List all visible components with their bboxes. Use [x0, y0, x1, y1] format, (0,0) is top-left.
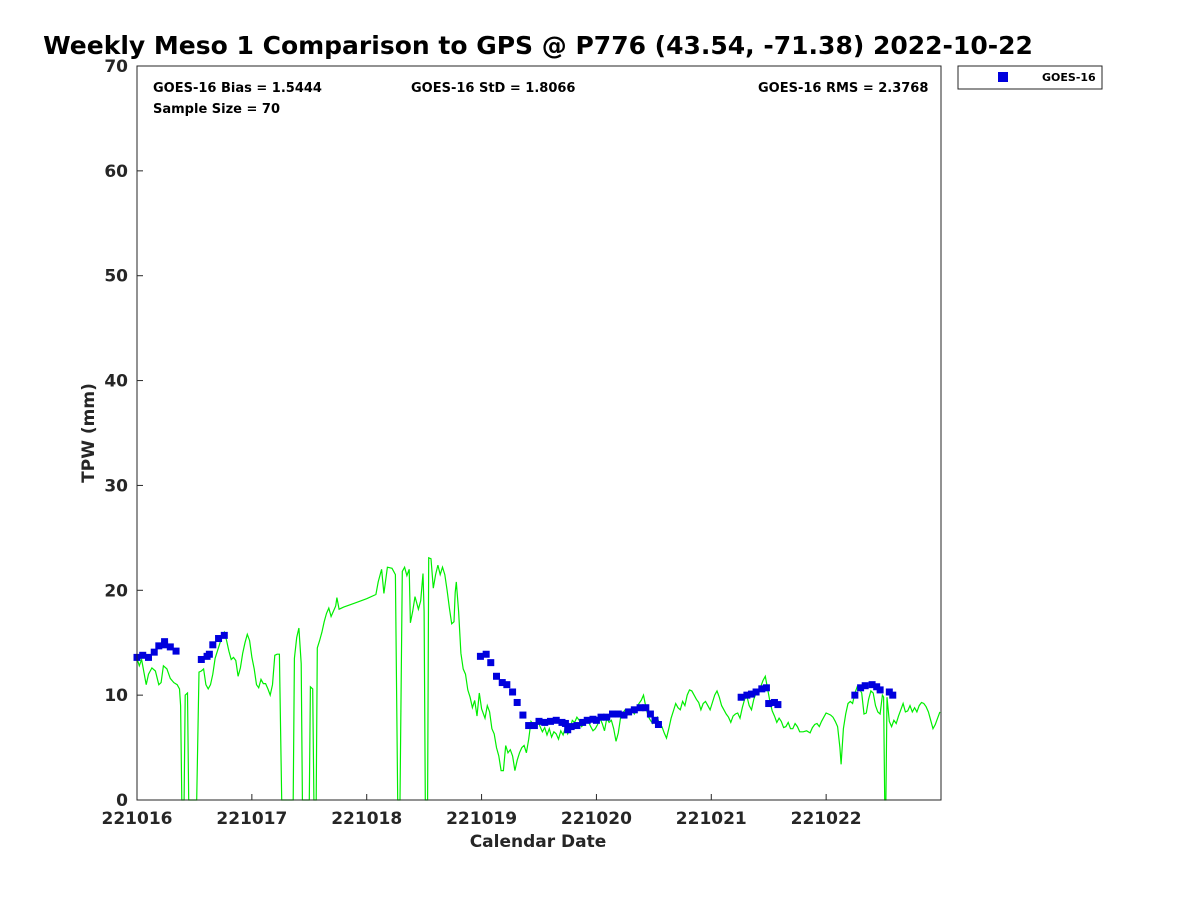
y-tick-label: 60: [104, 162, 128, 182]
goes16-point: [476, 652, 484, 660]
goes16-point: [762, 684, 770, 692]
goes16-point: [765, 700, 773, 708]
chart-title: Weekly Meso 1 Comparison to GPS @ P776 (…: [43, 31, 1033, 60]
y-axis-ticks: 0 10 20 30 40 50 60 70: [104, 57, 143, 811]
goes16-point: [552, 716, 560, 724]
goes16-point: [197, 655, 205, 663]
goes16-point: [579, 718, 587, 726]
goes16-point: [205, 650, 213, 658]
goes16-point: [642, 704, 650, 712]
goes16-point: [150, 648, 158, 656]
goes16-point: [209, 641, 217, 649]
goes16-point: [482, 650, 490, 658]
goes16-point: [857, 684, 865, 692]
y-axis-label: TPW (mm): [79, 383, 99, 483]
goes16-point: [493, 672, 501, 680]
y-tick-label: 0: [116, 791, 128, 811]
goes16-point: [654, 721, 662, 729]
goes16-point: [609, 710, 617, 718]
y-tick-label: 70: [104, 57, 128, 77]
goes16-point: [530, 722, 538, 730]
goes16-point: [603, 713, 611, 721]
x-axis-ticks: 221016 221017 221018 221019 221020 221021 2210…: [102, 794, 862, 829]
goes16-point: [220, 631, 228, 639]
goes16-point: [630, 706, 638, 714]
goes16-point: [567, 723, 575, 731]
stat-bias: GOES-16 Bias = 1.5444: [153, 81, 322, 96]
goes16-point: [498, 679, 506, 687]
goes16-point: [620, 711, 628, 719]
x-tick-label: 221022: [791, 809, 862, 829]
goes16-point: [592, 716, 600, 724]
goes16-point: [583, 716, 591, 724]
goes16-point: [758, 685, 766, 693]
goes16-point: [747, 690, 755, 698]
plot-area: [133, 65, 942, 801]
goes16-point: [166, 643, 174, 651]
goes16-point: [625, 708, 633, 716]
goes16-point: [737, 693, 745, 701]
legend: GOES-16: [957, 65, 1103, 90]
goes16-point: [889, 691, 897, 699]
goes16-point: [614, 710, 622, 718]
goes16-point: [503, 681, 511, 689]
x-tick-label: 221016: [102, 809, 173, 829]
gps-tpw-line: [136, 556, 941, 801]
goes16-point: [561, 719, 569, 727]
goes16-point: [509, 688, 517, 696]
goes16-point: [651, 716, 659, 724]
goes16-point: [519, 711, 527, 719]
plot-frame: [136, 65, 942, 801]
goes16-point: [541, 718, 549, 726]
goes16-point: [646, 710, 654, 718]
stat-rms: GOES-16 RMS = 2.3768: [758, 81, 928, 96]
goes16-point: [868, 681, 876, 689]
x-tick-label: 221019: [446, 809, 517, 829]
gps-tpw-polyline: [136, 556, 941, 801]
y-tick-label: 20: [104, 581, 128, 601]
goes16-point: [636, 704, 644, 712]
goes16-point: [573, 722, 581, 730]
y-tick-label: 10: [104, 686, 128, 706]
goes16-point: [774, 701, 782, 709]
x-axis-label: Calendar Date: [470, 832, 607, 852]
x-tick-label: 221020: [561, 809, 632, 829]
y-tick-label: 50: [104, 267, 128, 287]
goes16-markers: [133, 631, 897, 734]
goes16-point: [155, 642, 163, 650]
y-tick-label: 40: [104, 372, 128, 392]
goes16-point: [487, 659, 495, 667]
legend-box: [957, 65, 1103, 90]
goes16-point: [525, 722, 533, 730]
goes16-point: [546, 717, 554, 725]
x-tick-label: 221017: [216, 809, 287, 829]
legend-label-goes16: GOES-16: [1042, 71, 1096, 84]
goes16-point: [876, 686, 884, 694]
goes16-point: [161, 638, 169, 646]
x-tick-label: 221018: [331, 809, 402, 829]
goes16-point: [752, 688, 760, 696]
legend-marker-goes16: [998, 72, 1008, 82]
goes16-point: [861, 682, 869, 690]
stat-std: GOES-16 StD = 1.8066: [411, 81, 575, 96]
goes16-point: [597, 713, 605, 721]
goes16-point: [535, 717, 543, 725]
goes16-point: [215, 635, 223, 643]
goes16-point: [743, 691, 751, 699]
x-tick-label: 221021: [676, 809, 747, 829]
goes16-point: [513, 698, 521, 706]
goes16-point: [172, 647, 180, 655]
y-tick-label: 30: [104, 476, 128, 496]
stat-sample-size: Sample Size = 70: [153, 102, 280, 117]
goes16-point: [851, 691, 859, 699]
goes16-point: [139, 651, 147, 659]
goes16-point: [144, 653, 152, 661]
